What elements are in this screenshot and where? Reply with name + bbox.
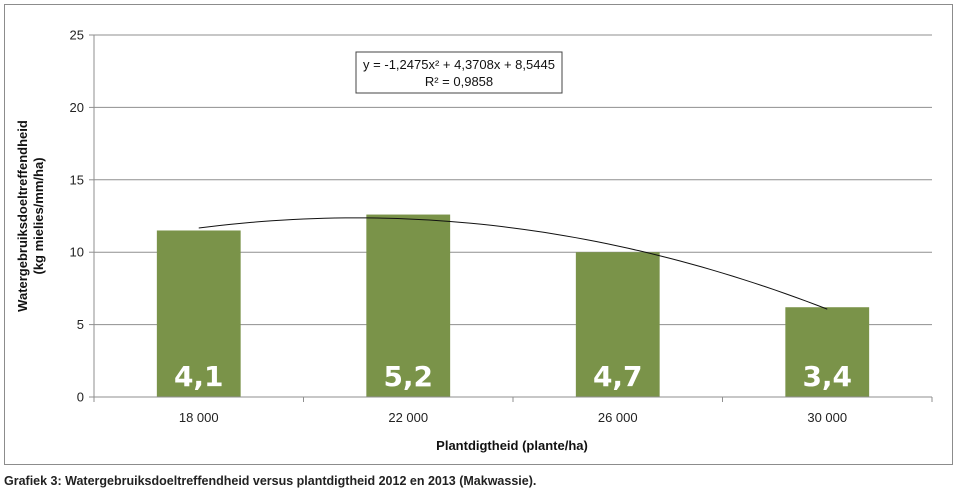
x-axis-title: Plantdigtheid (plante/ha) [436, 438, 588, 453]
bar-2 [366, 214, 451, 397]
axes [89, 34, 933, 402]
y-axis-title: Watergebruiksdoeltreffendheid (kg mielie… [15, 120, 46, 312]
y-tick-label: 25 [70, 28, 84, 43]
y-tick-label: 5 [77, 317, 84, 332]
y-axis-title-line-2: (kg mielies/mm/ha) [31, 157, 46, 274]
bar-data-label: 4,7 [593, 360, 643, 393]
x-tick-label: 30 000 [807, 410, 847, 425]
bar-data-label: 4,1 [174, 360, 224, 393]
x-tick-label: 18 000 [179, 410, 219, 425]
x-tick-label: 22 000 [388, 410, 428, 425]
trendline-layer [198, 217, 828, 310]
chart-frame [4, 4, 953, 465]
bar-3 [575, 252, 660, 397]
y-tick-label: 0 [77, 390, 84, 405]
bar-data-label: 5,2 [383, 360, 433, 393]
figure-caption: Grafiek 3: Watergebruiksdoeltreffendheid… [4, 474, 537, 488]
trendline-r-squared: R² = 0,9858 [425, 74, 493, 89]
trendline [198, 217, 828, 310]
bars [156, 214, 870, 397]
y-axis-title-line-1: Watergebruiksdoeltreffendheid [15, 120, 30, 312]
labels: 0 5 10 15 20 25 4,1 18 000 5,2 22 000 4,7 26 000 3,4… [70, 28, 853, 426]
chart: 0 5 10 15 20 25 4,1 18 000 5,2 22 000 4,7 26 000 3,4… [15, 28, 933, 453]
bar-1 [156, 230, 241, 397]
y-tick-label: 15 [70, 172, 84, 187]
bar-4 [785, 307, 870, 397]
bar-data-label: 3,4 [802, 360, 852, 393]
x-tick-label: 26 000 [598, 410, 638, 425]
trendline-equation: y = -1,2475x² + 4,3708x + 8,5445 [363, 57, 555, 72]
trendline-equation-box: y = -1,2475x² + 4,3708x + 8,5445 R² = 0,… [355, 51, 563, 94]
y-tick-label: 20 [70, 100, 84, 115]
y-tick-label: 10 [70, 245, 84, 260]
